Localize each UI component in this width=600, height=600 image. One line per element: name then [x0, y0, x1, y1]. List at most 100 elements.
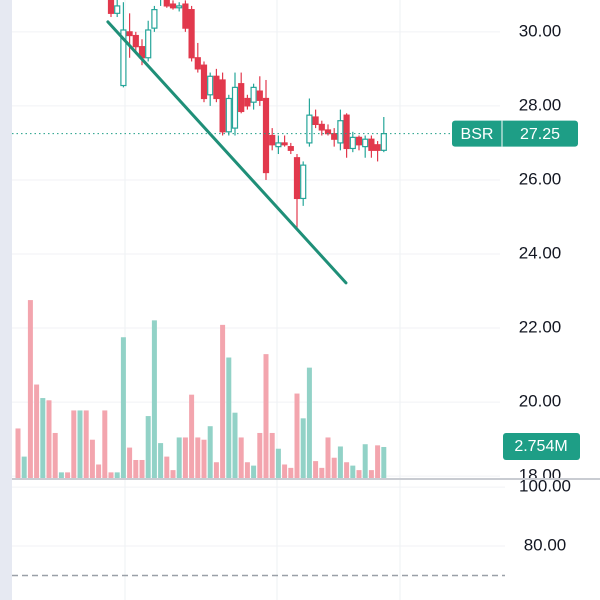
- volume-bar: [52, 432, 58, 478]
- volume-bar: [337, 446, 343, 478]
- y-tick-label: 18.00: [519, 466, 562, 485]
- volume-bar: [21, 456, 27, 478]
- volume-bar: [313, 461, 319, 478]
- candle-body: [176, 5, 183, 9]
- candle-body: [194, 57, 201, 70]
- volume-bar: [269, 432, 275, 478]
- volume-bar: [127, 447, 133, 478]
- volume-bar: [257, 432, 263, 478]
- candle-body: [300, 164, 307, 200]
- candle-body: [275, 142, 282, 148]
- candle-body: [114, 5, 121, 14]
- volume-bar: [120, 337, 126, 478]
- price-tag: [452, 120, 578, 147]
- volume-bar: [232, 412, 238, 478]
- volume-bar: [77, 410, 83, 478]
- volume-bar: [350, 465, 356, 478]
- candle-body: [262, 97, 270, 174]
- candle-body: [306, 114, 313, 144]
- candle-body: [225, 97, 232, 133]
- candle-body: [368, 138, 375, 151]
- candle-body: [343, 114, 350, 150]
- volume-bar: [344, 462, 350, 478]
- volume-bar: [27, 300, 33, 478]
- volume-bar: [83, 410, 89, 478]
- volume-bar: [102, 410, 108, 478]
- candle-body: [374, 144, 381, 151]
- volume-bar: [71, 410, 77, 478]
- candle-body: [188, 9, 195, 59]
- lower-pane: 100.00 80.00: [12, 477, 571, 577]
- candle-body: [163, 0, 170, 7]
- volume-bar: [275, 448, 281, 478]
- volume-bar: [176, 437, 182, 478]
- volume-bar: [220, 324, 226, 478]
- volume-bar: [158, 443, 164, 478]
- candle-body: [213, 75, 220, 100]
- volume-bar: [356, 470, 362, 478]
- volume-bar: [170, 470, 176, 478]
- trendline: [106, 20, 348, 285]
- volume-bar: [213, 462, 219, 478]
- volume-bar: [189, 394, 195, 478]
- volume-tag: [503, 432, 580, 460]
- volume-bar: [195, 437, 201, 478]
- candle-body: [281, 142, 288, 146]
- candle-body: [250, 86, 257, 103]
- volume-bar: [381, 446, 387, 478]
- volume-bar: [368, 470, 374, 478]
- candle-body: [182, 3, 189, 29]
- volume-bar: [238, 437, 244, 478]
- volume-bar: [40, 398, 46, 478]
- volume-bar: [294, 393, 300, 478]
- candle-body: [207, 75, 214, 96]
- y-tick-label: 26.00: [519, 169, 562, 188]
- y-tick-label: 28.00: [519, 95, 562, 114]
- candle-body: [362, 138, 369, 148]
- candle-body: [151, 9, 158, 29]
- y-tick-label: 20.00: [519, 392, 562, 411]
- candle-body: [269, 134, 276, 146]
- volume-bar: [251, 465, 257, 478]
- price-pane: 30.00 28.00 26.00 24.00 22.00 20.00 18.00 BSR 27…: [12, 0, 580, 485]
- candle-body: [200, 64, 208, 100]
- y-tick-label: 80.00: [524, 536, 567, 555]
- volume-bar: [96, 464, 102, 478]
- volume-bar: [151, 320, 157, 478]
- volume-bar: [331, 457, 337, 478]
- candle-body: [145, 29, 152, 59]
- candle-body: [107, 0, 115, 14]
- volume-bar: [263, 354, 269, 478]
- volume-bar: [319, 467, 325, 478]
- volume-bar: [133, 459, 139, 478]
- y-tick-label: 22.00: [519, 318, 562, 337]
- volume-bar: [164, 456, 170, 478]
- y-tick-label: 24.00: [519, 243, 562, 262]
- candle-body: [126, 31, 133, 37]
- volume-bar: [226, 357, 232, 478]
- candle-body: [318, 123, 325, 131]
- volume-bar: [288, 467, 294, 478]
- volume-bar: [108, 472, 114, 478]
- y-tick-label: 100.00: [519, 477, 571, 496]
- vertical-grid: [124, 0, 401, 600]
- volume-bar: [139, 459, 145, 478]
- candle-body: [169, 3, 177, 9]
- volume-bar: [375, 445, 381, 478]
- volume-bar: [15, 428, 21, 478]
- volume-bar: [58, 472, 64, 478]
- candle-body: [287, 146, 294, 151]
- candle-body: [349, 136, 356, 150]
- candle-body: [312, 116, 319, 126]
- volume-bar: [145, 416, 151, 478]
- symbol-label: BSR: [461, 126, 494, 143]
- candle-body: [256, 90, 263, 101]
- candle-body: [380, 133, 387, 151]
- volume-bar: [114, 472, 120, 478]
- candle-body: [337, 120, 344, 144]
- volume-bar: [325, 437, 331, 478]
- candle-body: [132, 34, 139, 48]
- volume-bar: [65, 472, 71, 478]
- candle-body: [120, 29, 127, 87]
- y-tick-label: 30.00: [519, 21, 562, 40]
